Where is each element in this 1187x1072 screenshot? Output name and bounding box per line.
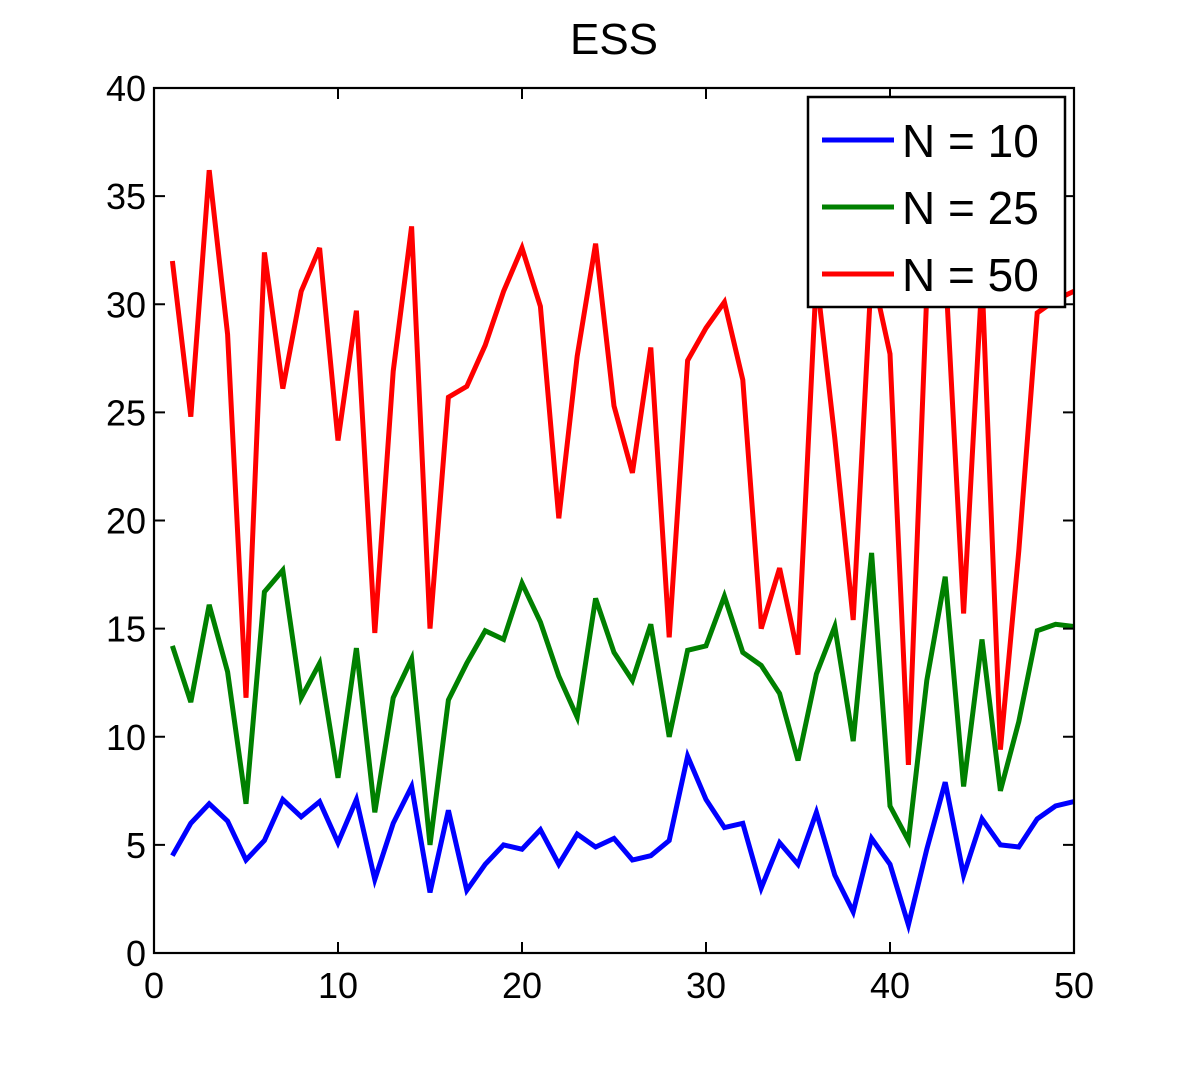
x-tick-label: 50 <box>1054 965 1094 1006</box>
series-line-2 <box>170 552 1074 849</box>
y-tick-label: 20 <box>106 501 146 542</box>
y-tick-label: 5 <box>126 825 146 866</box>
legend-label: N = 50 <box>902 249 1039 301</box>
x-tick-label: 20 <box>502 965 542 1006</box>
series-line-3 <box>169 169 1074 766</box>
y-tick-label: 0 <box>126 933 146 974</box>
y-tick-label: 15 <box>106 609 146 650</box>
y-tick-label: 30 <box>106 284 146 325</box>
axis-ticks: 0 10 20 30 40 50 0 5 10 15 20 25 30 35 40 <box>106 68 1094 1006</box>
series-line-1 <box>170 747 1074 935</box>
chart-title: ESS <box>570 15 658 64</box>
plot-lines <box>169 169 1074 935</box>
y-tick-label: 10 <box>106 717 146 758</box>
legend: N = 10 N = 25 N = 50 <box>806 95 1067 309</box>
x-tick-label: 0 <box>144 965 164 1006</box>
legend-label: N = 25 <box>902 182 1039 234</box>
y-tick-label: 35 <box>106 176 146 217</box>
legend-label: N = 10 <box>902 115 1039 167</box>
x-tick-label: 10 <box>318 965 358 1006</box>
x-tick-label: 30 <box>686 965 726 1006</box>
y-tick-label: 40 <box>106 68 146 109</box>
x-tick-label: 40 <box>870 965 910 1006</box>
y-tick-label: 25 <box>106 392 146 433</box>
